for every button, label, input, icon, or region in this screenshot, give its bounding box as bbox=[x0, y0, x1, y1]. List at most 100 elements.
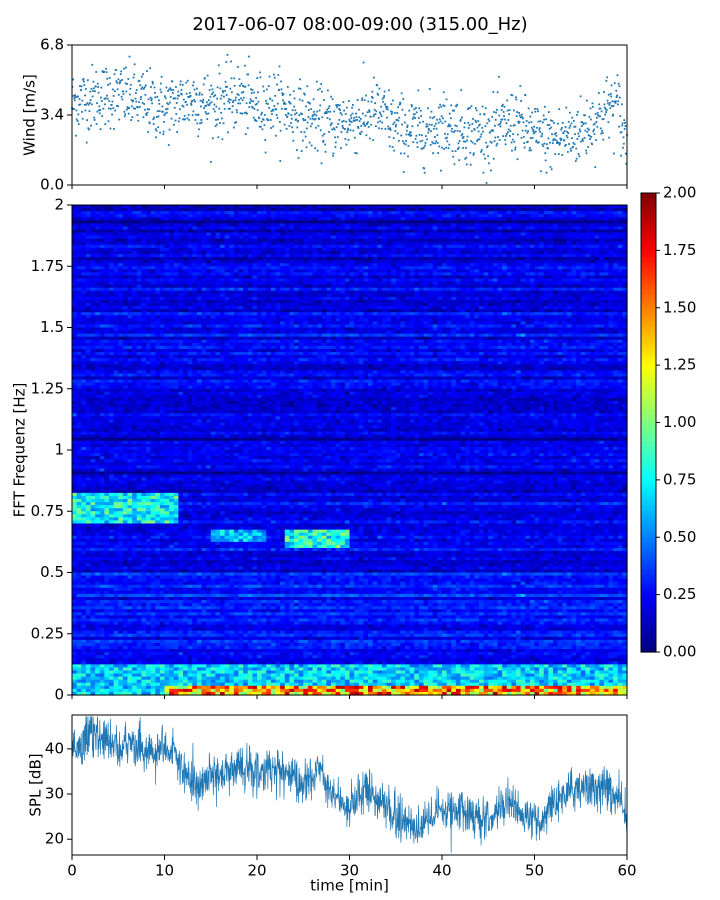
wind-point bbox=[459, 130, 461, 133]
spectrogram-cell bbox=[201, 232, 207, 237]
wind-point bbox=[300, 112, 302, 115]
spectrogram-cell bbox=[317, 278, 323, 283]
wind-point bbox=[440, 115, 443, 118]
spectrogram-cell bbox=[534, 214, 540, 218]
wind-point bbox=[553, 133, 556, 136]
wind-point bbox=[238, 84, 241, 87]
spectrogram-cell bbox=[141, 281, 147, 286]
spectrogram-cell bbox=[85, 208, 92, 212]
spectrogram-cell bbox=[109, 254, 115, 258]
spectrogram-cell bbox=[566, 205, 573, 209]
spectrogram-cell bbox=[455, 247, 462, 252]
spectrogram-cell bbox=[122, 284, 129, 289]
spectrogram-cell bbox=[169, 250, 175, 255]
wind-point bbox=[171, 92, 174, 94]
wind-point bbox=[273, 105, 276, 107]
spectrogram-cell bbox=[215, 275, 221, 280]
spectrogram-cell bbox=[238, 235, 244, 240]
spectrogram-cell bbox=[294, 226, 300, 231]
spectrogram-cell bbox=[372, 269, 378, 273]
wind-point bbox=[337, 123, 340, 125]
wind-point bbox=[153, 86, 156, 89]
spectrogram-cell bbox=[72, 208, 78, 212]
spectrogram-cell bbox=[603, 220, 610, 224]
wind-point bbox=[83, 103, 86, 106]
spectrogram-cell bbox=[275, 220, 281, 224]
spectrogram-cell bbox=[599, 244, 605, 249]
spectrogram-cell bbox=[603, 275, 610, 280]
wind-point bbox=[224, 80, 227, 83]
wind-point bbox=[381, 121, 384, 124]
spectrogram-cell bbox=[405, 214, 411, 218]
spectrogram-cell bbox=[492, 241, 499, 246]
spectrogram-cell bbox=[331, 254, 337, 258]
spectrogram-cell bbox=[104, 260, 110, 264]
spectrogram-cell bbox=[520, 250, 526, 255]
spectrogram-cell bbox=[136, 220, 142, 224]
spectrogram-cell bbox=[557, 284, 563, 289]
spectrogram-cell bbox=[354, 244, 360, 249]
spectrogram-cell bbox=[326, 232, 332, 237]
spectrogram-cell bbox=[571, 205, 577, 209]
spectrogram-cell bbox=[576, 290, 582, 295]
spectrogram-cell bbox=[566, 281, 573, 286]
wind-point bbox=[167, 103, 170, 106]
wind-point bbox=[415, 134, 418, 137]
wind-point bbox=[376, 121, 379, 124]
spectrogram-cell bbox=[395, 214, 401, 218]
spectrogram-cell bbox=[141, 244, 147, 249]
spectrogram-cell bbox=[418, 214, 425, 218]
spectrogram-cell bbox=[506, 229, 512, 234]
spectrogram-cell bbox=[553, 266, 559, 270]
wind-point bbox=[72, 94, 75, 97]
wind-point bbox=[524, 129, 527, 132]
spectrogram-cell bbox=[146, 226, 152, 231]
spectrogram-cell bbox=[613, 260, 619, 264]
spectrogram-cell bbox=[608, 275, 614, 280]
spectrogram-cell bbox=[146, 247, 152, 252]
spectrogram-cell bbox=[90, 281, 96, 286]
spectrogram-cell bbox=[358, 254, 364, 258]
spectrogram-cell bbox=[303, 211, 309, 215]
wind-point bbox=[530, 121, 533, 124]
spectrogram-cell bbox=[284, 250, 290, 255]
spectrogram-cell bbox=[224, 287, 230, 292]
spectrogram-cell bbox=[233, 257, 240, 261]
spectrogram-cell bbox=[178, 232, 184, 237]
spectrogram-cell bbox=[525, 223, 531, 228]
wind-point bbox=[540, 170, 542, 173]
spectrogram-cell bbox=[469, 235, 475, 240]
wind-point bbox=[107, 107, 110, 110]
wind-point bbox=[495, 111, 497, 114]
wind-point bbox=[313, 118, 316, 121]
spectrogram-cell bbox=[284, 229, 290, 234]
spectrogram-cell bbox=[136, 205, 142, 209]
wind-point bbox=[379, 113, 382, 116]
wind-point bbox=[187, 95, 190, 98]
spectrogram-cell bbox=[511, 287, 517, 292]
spectrogram-cell bbox=[270, 244, 277, 249]
spectrogram-cell bbox=[132, 266, 138, 270]
spectrogram-cell bbox=[590, 254, 596, 258]
spectrogram-cell bbox=[215, 257, 221, 261]
spectrogram-cell bbox=[381, 223, 388, 228]
wind-point bbox=[250, 100, 253, 102]
spectrogram-cell bbox=[553, 281, 559, 286]
spectrogram-cell bbox=[344, 238, 351, 243]
spectrogram-cell bbox=[446, 293, 452, 298]
spectrogram-cell bbox=[566, 266, 573, 270]
spectrogram-cell bbox=[506, 247, 512, 252]
spectrogram-cell bbox=[358, 220, 364, 224]
wind-point bbox=[128, 107, 131, 109]
wind-point bbox=[117, 93, 120, 96]
wind-point bbox=[230, 77, 233, 80]
spectrogram-cell bbox=[539, 211, 545, 215]
wind-point bbox=[207, 99, 210, 102]
spectrogram-cell bbox=[113, 254, 119, 258]
spectrogram-cell bbox=[298, 284, 304, 289]
wind-point bbox=[478, 123, 481, 126]
spectrogram-cell bbox=[76, 223, 82, 228]
wind-point bbox=[169, 101, 171, 104]
spectrogram-cell bbox=[428, 266, 434, 270]
spectrogram-cell bbox=[307, 223, 314, 228]
